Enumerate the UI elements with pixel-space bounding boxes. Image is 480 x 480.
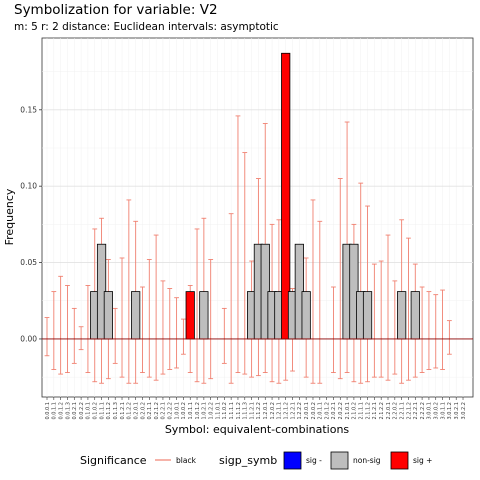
legend-sigp-title: sigp_symb — [219, 454, 277, 467]
y-axis-ticks: 0.00 0.05 0.10 0.15 — [20, 105, 42, 343]
legend-significance-title: Significance — [80, 454, 147, 467]
x-tick-label: 2.2.2.2 — [420, 402, 426, 420]
legend-label-sig-minus: sig - — [306, 456, 322, 465]
x-axis-label: Symbol: equivalent-combinations — [165, 423, 350, 436]
bar — [185, 291, 195, 340]
x-tick-label: 3.0.2.2 — [461, 402, 467, 420]
x-tick-label: 2.0.0.2 — [311, 402, 317, 420]
x-tick-label: 2.0.2.1 — [331, 402, 337, 420]
x-tick-label: 2.0.2.2 — [338, 402, 344, 420]
legend-key-sig-plus — [390, 451, 409, 470]
legend: Significance black sigp_symb sig - non-s… — [80, 451, 432, 470]
legend-label-sig-plus: sig + — [413, 456, 432, 465]
x-tick-label: 3.0.1.1 — [440, 402, 446, 420]
bar — [362, 291, 373, 340]
x-tick-label: 1.2.0.1 — [263, 402, 269, 420]
x-tick-label: 0.0.2.2 — [79, 402, 85, 420]
x-tick-label: 2.2.0.2 — [393, 402, 399, 420]
x-tick-label: 0.1.2.2 — [127, 402, 133, 420]
x-tick-label: 3.0.2.1 — [454, 402, 460, 420]
x-tick-label: 1.0.1.2 — [195, 402, 201, 420]
x-tick-label: 2.2.1.2 — [406, 402, 412, 420]
x-tick-label: 0.2.2.1 — [161, 402, 167, 420]
bar — [410, 291, 420, 340]
x-tick-label: 0.1.1.1 — [99, 402, 105, 420]
bar — [199, 291, 209, 340]
x-tick-label: 2.1.0.1 — [345, 402, 351, 420]
x-tick-label: 1.1.1.3 — [243, 402, 249, 420]
x-tick-label: 0.2.1.1 — [147, 402, 153, 420]
x-tick-label: 0.2.0.1 — [133, 402, 139, 420]
x-tick-label: 1.2.1.1 — [277, 402, 283, 420]
x-tick-label: 1.0.0.1 — [174, 402, 180, 420]
bar — [397, 291, 407, 340]
x-tick-label: 2.1.2.2 — [379, 402, 385, 420]
x-tick-label: 2.2.1.1 — [399, 402, 405, 420]
x-tick-label: 2.1.1.1 — [359, 402, 365, 420]
x-tick-label: 0.1.1.2 — [106, 402, 112, 420]
x-tick-label: 1.0.1.1 — [188, 402, 194, 420]
x-tick-label: 1.2.1.2 — [284, 402, 290, 420]
x-tick-label: 3.0.0.1 — [427, 402, 433, 420]
x-tick-label: 1.0.2.1 — [202, 402, 208, 420]
x-tick-label: 2.2.0.1 — [386, 402, 392, 420]
x-tick-label: 1.1.0.2 — [222, 402, 228, 420]
y-tick-label: 0.05 — [20, 258, 37, 267]
x-tick-label: 0.0.1.3 — [65, 402, 71, 420]
x-tick-label: 2.1.2.1 — [372, 402, 378, 420]
x-tick-label: 1.1.2.1 — [249, 402, 255, 420]
y-axis-label: Frequency — [3, 188, 16, 245]
x-tick-label: 0.0.1.1 — [52, 402, 58, 420]
legend-significance-label: black — [176, 456, 197, 465]
bar — [131, 291, 141, 340]
x-axis-ticks: 0.0.0.1 0.0.1.1 0.0.1.2 0.0.1.3 0.0.2.1 0.0.2… — [45, 397, 467, 420]
x-tick-label: 1.2.2.2 — [297, 402, 303, 420]
x-tick-label: 1.2.0.2 — [270, 402, 276, 420]
x-tick-label: 0.0.0.1 — [45, 402, 51, 420]
bar — [103, 291, 113, 340]
x-tick-label: 1.1.0.1 — [215, 402, 221, 420]
x-tick-label: 2.1.0.2 — [352, 402, 358, 420]
x-tick-label: 0.1.0.2 — [93, 402, 99, 420]
x-tick-label: 1.1.1.1 — [229, 402, 235, 420]
x-tick-label: 3.0.0.2 — [434, 402, 440, 420]
x-tick-label: 1.0.0.2 — [181, 402, 187, 420]
x-tick-label: 1.0.2.2 — [208, 402, 214, 420]
x-tick-label: 3.0.1.2 — [447, 402, 453, 420]
x-tick-label: 1.1.1.2 — [236, 402, 242, 420]
bars — [42, 52, 473, 340]
x-tick-label: 0.2.0.2 — [140, 402, 146, 420]
y-tick-label: 0.00 — [20, 334, 37, 343]
y-tick-label: 0.15 — [20, 105, 37, 114]
x-tick-label: 0.0.1.2 — [58, 402, 64, 420]
x-tick-label: 0.2.1.2 — [154, 402, 160, 420]
y-tick-label: 0.10 — [20, 182, 37, 191]
x-tick-label: 1.2.2.1 — [290, 402, 296, 420]
x-tick-label: 2.0.0.1 — [304, 402, 310, 420]
chart-title: Symbolization for variable: V2 — [14, 2, 218, 18]
x-tick-label: 0.0.2.1 — [72, 402, 78, 420]
chart-subtitle: m: 5 r: 2 distance: Euclidean intervals:… — [14, 21, 279, 33]
bar — [301, 291, 311, 340]
x-tick-label: 2.1.1.2 — [365, 402, 371, 420]
x-tick-label: 2.0.1.1 — [318, 402, 324, 420]
x-tick-label: 0.1.0.1 — [86, 402, 92, 420]
x-tick-label: 2.2.2.1 — [413, 402, 419, 420]
legend-key-sig-minus — [283, 451, 302, 470]
legend-key-non-sig — [330, 451, 349, 470]
x-tick-label: 0.2.2.2 — [168, 402, 174, 420]
x-tick-label: 0.1.2.1 — [120, 402, 126, 420]
legend-label-non-sig: non-sig — [353, 456, 381, 465]
x-tick-label: 0.1.1.3 — [113, 402, 119, 420]
x-tick-label: 2.0.1.2 — [324, 402, 330, 420]
x-tick-label: 1.1.2.2 — [256, 402, 262, 420]
